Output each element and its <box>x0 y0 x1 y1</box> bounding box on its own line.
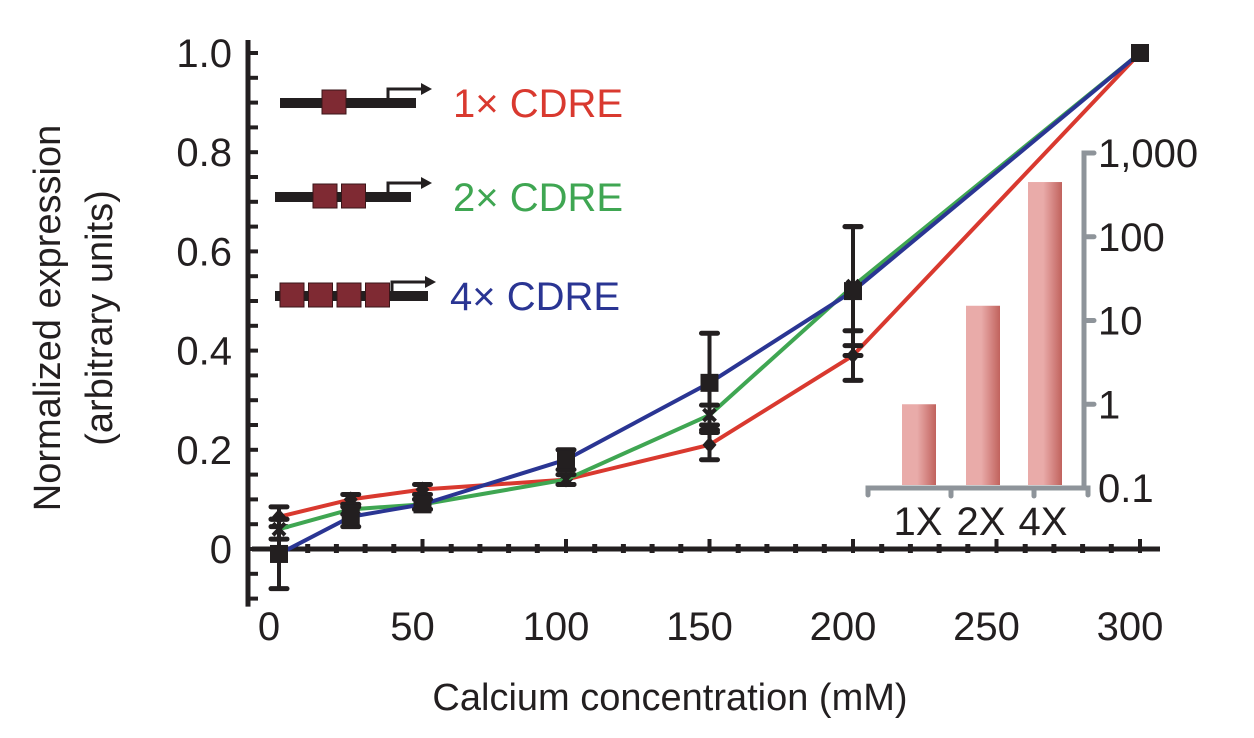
inset-x-axis <box>865 485 1091 498</box>
cdre-box <box>312 183 338 209</box>
y-tick-label: 0.6 <box>176 230 232 274</box>
series-line <box>278 51 1142 556</box>
data-point <box>1131 44 1149 62</box>
inset-bar-chart: 0.1 1 10 100 1,000 1X 2X 4X <box>865 132 1198 544</box>
cdre-box <box>279 282 305 308</box>
legend-label: 2× CDRE <box>453 176 623 220</box>
legend-item-1: 1× CDRE <box>280 82 623 126</box>
inset-y-tick-label: 1 <box>1098 383 1120 427</box>
x-tick-label: 250 <box>953 605 1020 649</box>
y-tick-label: 1.0 <box>176 32 232 76</box>
inset-y-tick-label: 1,000 <box>1098 132 1198 176</box>
promoter-arrow-icon <box>390 280 428 296</box>
x-tick-label: 100 <box>523 605 590 649</box>
inset-x-tick-label: 2X <box>957 500 1006 544</box>
y-axis-title-line2: (arbitrary units) <box>79 190 121 446</box>
x-tick-label: 0 <box>258 605 280 649</box>
promoter-arrow-icon <box>386 87 424 103</box>
data-point <box>557 450 575 469</box>
x-tick-label: 150 <box>666 605 733 649</box>
axes: 0 0.2 0.4 0.6 0.8 1.0 0 50 100 150 200 250 300 <box>176 32 1163 649</box>
x-tick-label: 50 <box>390 605 435 649</box>
arrow-head-icon <box>421 177 432 189</box>
inset-bar-4x <box>1028 182 1062 485</box>
series-3 <box>268 44 1149 592</box>
data-point <box>415 481 430 498</box>
legend: 1× CDRE 2× CDRE 4× CDRE <box>275 82 623 319</box>
y-tick-label: 0.4 <box>176 330 232 374</box>
y-tick-label: 0.8 <box>176 131 232 175</box>
legend-item-2: 2× CDRE <box>275 176 623 220</box>
legend-item-3: 4× CDRE <box>275 275 620 319</box>
inset-x-tick-label: 1X <box>894 500 943 544</box>
cdre-box <box>365 282 390 308</box>
data-point <box>844 282 862 301</box>
data-point <box>700 373 719 392</box>
y-axis-title: Normalized expression (arbitrary units) <box>27 125 121 512</box>
inset-y-tick-label: 0.1 <box>1098 467 1154 511</box>
inset-x-tick-label: 4X <box>1019 500 1068 544</box>
cdre-box <box>336 282 362 308</box>
arrow-head-icon <box>421 83 432 95</box>
arrow-head-icon <box>425 276 436 288</box>
y-tick-label: 0 <box>210 528 232 572</box>
data-point <box>341 507 360 526</box>
promoter-arrow-icon <box>386 181 424 197</box>
legend-label: 1× CDRE <box>453 82 623 126</box>
y-axis-title-line1: Normalized expression <box>27 125 69 512</box>
x-tick-label: 300 <box>1097 605 1164 649</box>
legend-label: 4× CDRE <box>450 275 620 319</box>
inset-y-axis <box>1081 150 1097 491</box>
x-axis-title: Calcium concentration (mM) <box>432 677 907 719</box>
inset-y-tick-label: 100 <box>1098 216 1165 260</box>
data-point <box>702 436 717 453</box>
inset-y-tick-label: 10 <box>1098 300 1143 344</box>
series-group <box>268 44 1149 592</box>
data-point <box>413 495 432 514</box>
y-tick-label: 0.2 <box>176 429 232 473</box>
cdre-box <box>308 282 333 308</box>
series-1 <box>268 44 1149 530</box>
inset-bar-2x <box>966 305 1000 485</box>
inset-bar-1x <box>902 404 936 485</box>
cdre-box <box>341 183 366 209</box>
cdre-box <box>321 89 347 115</box>
x-tick-label: 200 <box>810 605 877 649</box>
data-point <box>270 544 288 563</box>
data-point <box>558 472 574 487</box>
